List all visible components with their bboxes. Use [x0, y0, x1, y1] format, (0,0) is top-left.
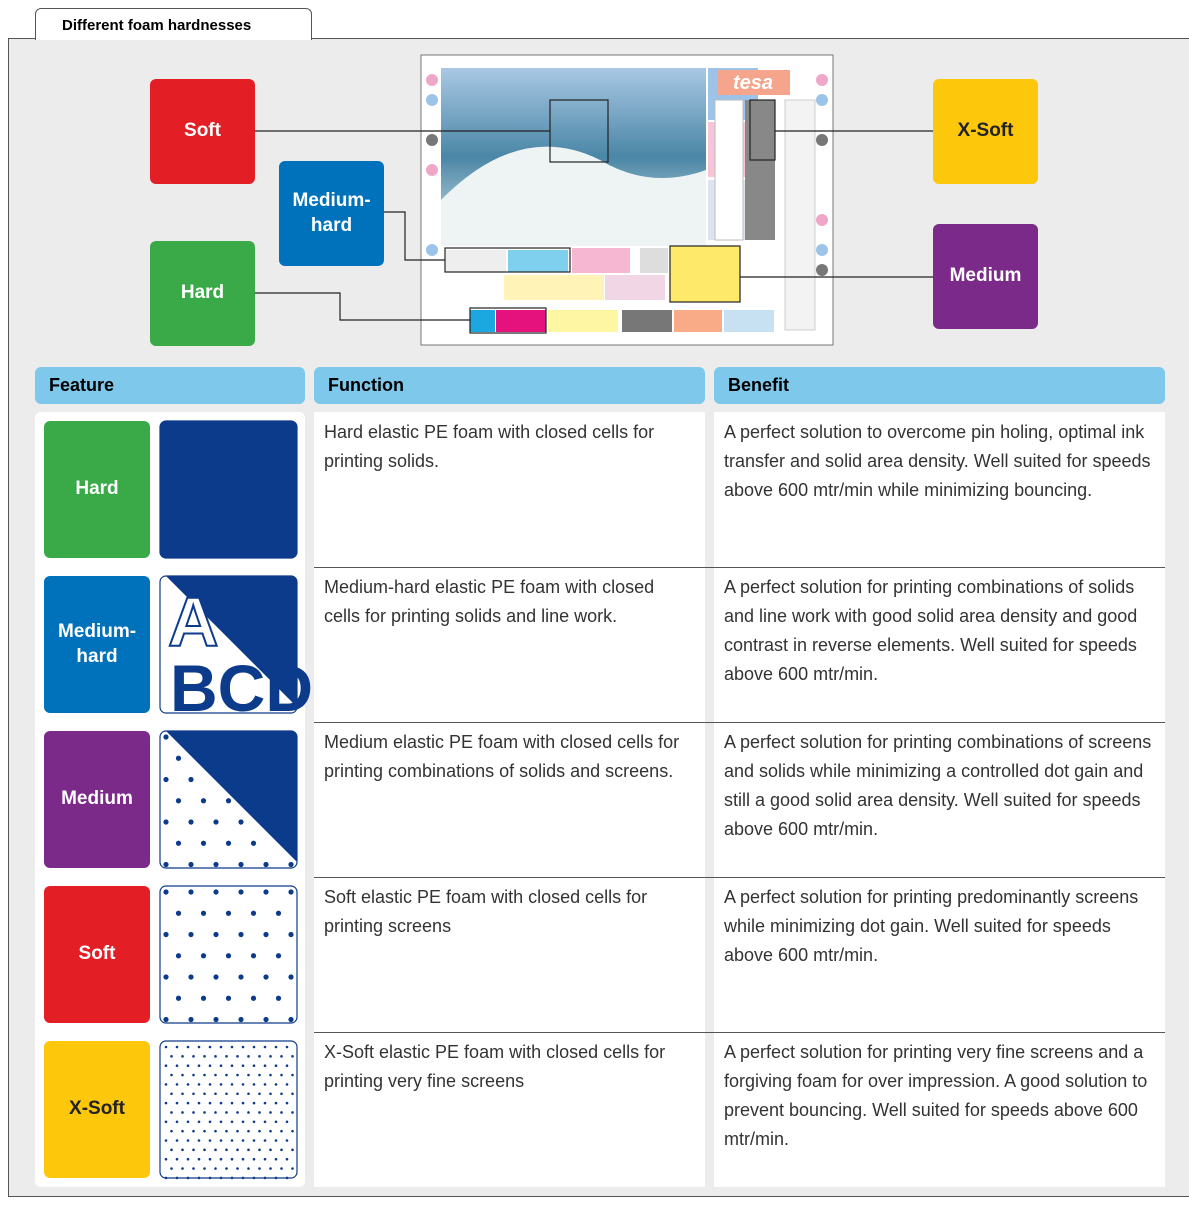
label-soft: Soft	[150, 79, 255, 184]
function-cell: X-Soft elastic PE foam with closed cells…	[314, 1032, 705, 1187]
label-medium: Medium	[933, 224, 1038, 329]
row-label: Medium-hard	[44, 576, 150, 713]
row-label: Soft	[44, 886, 150, 1023]
function-cell: Hard elastic PE foam with closed cells f…	[314, 412, 705, 567]
function-cell: Medium-hard elastic PE foam with closed …	[314, 567, 705, 722]
sheet-logo: tesa	[733, 72, 773, 94]
header-benefit: Benefit	[714, 367, 1165, 404]
row-label: Medium	[44, 731, 150, 868]
function-cell: Medium elastic PE foam with closed cells…	[314, 722, 705, 877]
title: Different foam hardnesses	[35, 8, 312, 40]
label-medium-hard: Medium-hard	[279, 161, 384, 266]
diagram: tesa	[255, 54, 933, 346]
row-separator	[314, 722, 1165, 723]
row-separator	[314, 567, 1165, 568]
row-separator	[314, 1032, 1165, 1033]
header-feature: Feature	[35, 367, 305, 404]
benefit-cell: A perfect solution for printing predomin…	[714, 877, 1165, 1032]
row-label: X-Soft	[44, 1041, 150, 1178]
row-separator	[314, 877, 1165, 878]
row-label: Hard	[44, 421, 150, 558]
benefit-cell: A perfect solution for printing combinat…	[714, 722, 1165, 877]
function-cell: Soft elastic PE foam with closed cells f…	[314, 877, 705, 1032]
label-x-soft: X-Soft	[933, 79, 1038, 184]
benefit-cell: A perfect solution to overcome pin holin…	[714, 412, 1165, 567]
benefit-cell: A perfect solution for printing combinat…	[714, 567, 1165, 722]
benefit-cell: A perfect solution for printing very fin…	[714, 1032, 1165, 1187]
header-function: Function	[314, 367, 705, 404]
label-hard: Hard	[150, 241, 255, 346]
